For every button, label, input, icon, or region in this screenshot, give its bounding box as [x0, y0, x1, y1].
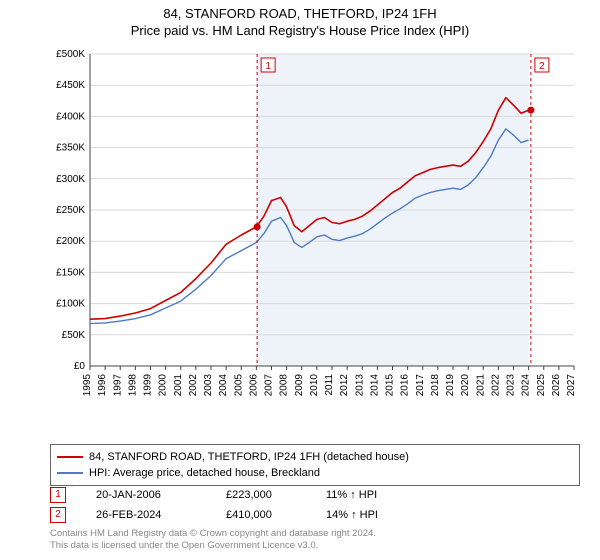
footer-attribution: Contains HM Land Registry data © Crown c… — [50, 528, 376, 552]
marker-date-1: 20-JAN-2006 — [96, 489, 226, 501]
marker-row-1: 1 20-JAN-2006 £223,000 11% ↑ HPI — [50, 486, 426, 504]
svg-text:2009: 2009 — [294, 374, 305, 397]
svg-text:£150K: £150K — [56, 267, 85, 278]
marker-badge-1: 1 — [50, 487, 66, 503]
svg-text:2016: 2016 — [400, 374, 411, 397]
svg-text:2004: 2004 — [218, 374, 229, 397]
svg-text:2021: 2021 — [475, 374, 486, 397]
svg-text:£400K: £400K — [56, 111, 85, 122]
svg-text:2018: 2018 — [430, 374, 441, 397]
svg-text:2000: 2000 — [158, 374, 169, 397]
legend-swatch-1 — [57, 456, 83, 458]
legend-box: 84, STANFORD ROAD, THETFORD, IP24 1FH (d… — [50, 444, 580, 486]
svg-text:2024: 2024 — [521, 374, 532, 397]
svg-text:2025: 2025 — [536, 374, 547, 397]
svg-text:£250K: £250K — [56, 205, 85, 216]
svg-text:2003: 2003 — [203, 374, 214, 397]
svg-text:1996: 1996 — [97, 374, 108, 397]
legend-swatch-2 — [57, 472, 83, 474]
legend-label-1: 84, STANFORD ROAD, THETFORD, IP24 1FH (d… — [89, 451, 409, 463]
svg-text:2022: 2022 — [490, 374, 501, 397]
svg-text:2023: 2023 — [506, 374, 517, 397]
svg-text:2019: 2019 — [445, 374, 456, 397]
svg-text:2: 2 — [539, 61, 545, 72]
svg-text:1998: 1998 — [127, 374, 138, 397]
svg-text:£200K: £200K — [56, 236, 85, 247]
marker-row-2: 2 26-FEB-2024 £410,000 14% ↑ HPI — [50, 506, 426, 524]
marker-badge-2: 2 — [50, 507, 66, 523]
svg-text:2010: 2010 — [309, 374, 320, 397]
footer-line-1: Contains HM Land Registry data © Crown c… — [50, 528, 376, 540]
svg-text:£50K: £50K — [62, 330, 86, 341]
chart-container: 84, STANFORD ROAD, THETFORD, IP24 1FH Pr… — [0, 0, 600, 560]
svg-text:£450K: £450K — [56, 80, 85, 91]
svg-text:1997: 1997 — [112, 374, 123, 397]
svg-text:2008: 2008 — [279, 374, 290, 397]
svg-text:2017: 2017 — [415, 374, 426, 397]
svg-text:2001: 2001 — [173, 374, 184, 397]
svg-text:2026: 2026 — [551, 374, 562, 397]
legend-item-series-1: 84, STANFORD ROAD, THETFORD, IP24 1FH (d… — [57, 449, 573, 465]
svg-text:£0: £0 — [74, 361, 86, 372]
legend-label-2: HPI: Average price, detached house, Brec… — [89, 467, 320, 479]
title-line-1: 84, STANFORD ROAD, THETFORD, IP24 1FH — [0, 6, 600, 21]
markers-table: 1 20-JAN-2006 £223,000 11% ↑ HPI 2 26-FE… — [50, 486, 426, 526]
svg-text:2006: 2006 — [248, 374, 259, 397]
svg-text:£500K: £500K — [56, 49, 85, 60]
svg-text:2005: 2005 — [233, 374, 244, 397]
marker-price-1: £223,000 — [226, 489, 326, 501]
legend-item-series-2: HPI: Average price, detached house, Brec… — [57, 465, 573, 481]
marker-delta-1: 11% ↑ HPI — [326, 489, 426, 501]
svg-text:2027: 2027 — [566, 374, 577, 397]
svg-text:1: 1 — [265, 61, 271, 72]
marker-delta-2: 14% ↑ HPI — [326, 509, 426, 521]
svg-text:2007: 2007 — [264, 374, 275, 397]
svg-text:1999: 1999 — [143, 374, 154, 397]
footer-line-2: This data is licensed under the Open Gov… — [50, 540, 376, 552]
line-chart: £0 £50K £100K £150K £200K £250K £300K £350K £400… — [50, 48, 580, 408]
svg-text:1995: 1995 — [82, 374, 93, 397]
svg-text:£350K: £350K — [56, 143, 85, 154]
svg-text:2020: 2020 — [460, 374, 471, 397]
svg-text:2013: 2013 — [354, 374, 365, 397]
title-block: 84, STANFORD ROAD, THETFORD, IP24 1FH Pr… — [0, 0, 600, 38]
svg-text:2014: 2014 — [369, 374, 380, 397]
svg-text:2012: 2012 — [339, 374, 350, 397]
svg-text:2015: 2015 — [385, 374, 396, 397]
title-line-2: Price paid vs. HM Land Registry's House … — [0, 23, 600, 38]
svg-text:2002: 2002 — [188, 374, 199, 397]
svg-text:£100K: £100K — [56, 299, 85, 310]
svg-text:2011: 2011 — [324, 374, 335, 396]
marker-date-2: 26-FEB-2024 — [96, 509, 226, 521]
marker-price-2: £410,000 — [226, 509, 326, 521]
svg-text:£300K: £300K — [56, 174, 85, 185]
